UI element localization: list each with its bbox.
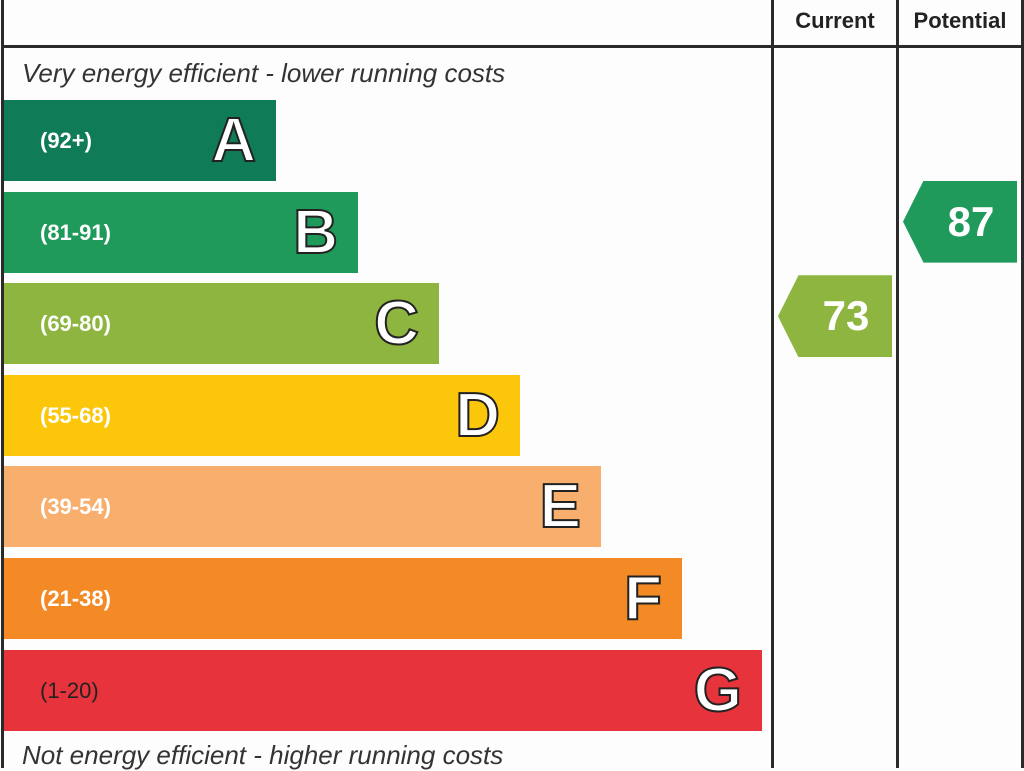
band-range: (21-38)	[40, 586, 111, 611]
band-range: (69-80)	[40, 311, 111, 337]
band-range: (1-20)	[40, 677, 99, 703]
current-rating-value: 73	[822, 292, 870, 340]
border-right	[1021, 0, 1024, 768]
border-left	[1, 0, 4, 768]
band-bar-c: (69-80) C	[4, 283, 439, 365]
band-bar-f: (21-38) F	[4, 558, 682, 639]
band-letter: B	[292, 197, 339, 268]
band-letter: E	[539, 471, 582, 542]
band-range: (92+)	[40, 128, 92, 153]
potential-rating-arrow: 87	[903, 180, 1017, 263]
potential-rating-value: 87	[947, 197, 995, 245]
band-bar-a: (92+) A	[4, 100, 276, 181]
band-letter: G	[693, 655, 743, 726]
header-current: Current	[795, 8, 875, 33]
header-divider	[1, 45, 1023, 48]
band-bar-g: (1-20) G	[4, 649, 762, 731]
band-range: (55-68)	[40, 402, 111, 428]
band-range: (39-54)	[40, 494, 111, 520]
band-range: (81-91)	[40, 219, 111, 245]
current-rating-arrow: 73	[778, 275, 892, 358]
column-divider-potential	[896, 0, 899, 768]
header-potential: Potential	[913, 8, 1007, 33]
band-letter: A	[210, 105, 257, 176]
top-note: Very energy efficient - lower running co…	[22, 58, 506, 88]
column-divider-current	[771, 0, 774, 768]
band-bar-d: (55-68) D	[4, 374, 520, 456]
band-letter: D	[454, 380, 501, 451]
band-bar-b: (81-91) B	[4, 191, 358, 273]
band-letter: C	[373, 288, 420, 359]
band-letter: F	[623, 563, 663, 634]
band-bar-e: (39-54) E	[4, 466, 601, 548]
bottom-note: Not energy efficient - higher running co…	[22, 740, 504, 770]
